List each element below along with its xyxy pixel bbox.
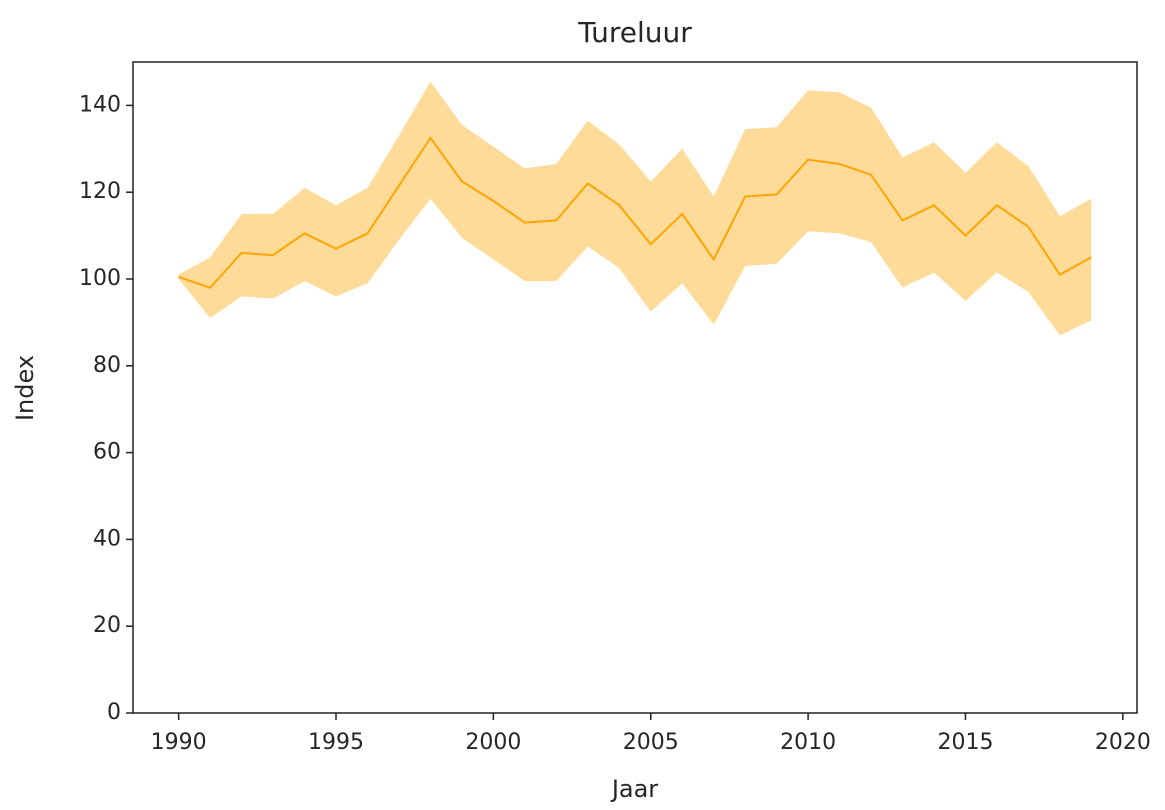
x-tick-label: 1995 (308, 730, 364, 755)
y-axis-label: Index (11, 355, 39, 421)
x-tick-label: 2015 (937, 730, 993, 755)
x-tick-label: 2000 (465, 730, 521, 755)
y-tick-label: 80 (93, 353, 121, 378)
confidence-band (178, 81, 1092, 336)
x-tick-label: 1990 (151, 730, 207, 755)
y-tick-label: 100 (79, 266, 121, 291)
chart-title: Tureluur (577, 16, 692, 49)
y-tick-label: 0 (107, 700, 121, 725)
x-axis-label: Jaar (610, 775, 658, 803)
x-tick-label: 2020 (1095, 730, 1151, 755)
y-tick-label: 40 (93, 526, 121, 551)
plot-frame (132, 61, 1138, 714)
y-tick-label: 140 (79, 92, 121, 117)
y-tick-label: 60 (93, 440, 121, 465)
x-tick-label: 2005 (623, 730, 679, 755)
x-tick-label: 2010 (780, 730, 836, 755)
line (178, 136, 1092, 289)
y-tick-label: 20 (93, 613, 121, 638)
y-tick-label: 120 (79, 179, 121, 204)
